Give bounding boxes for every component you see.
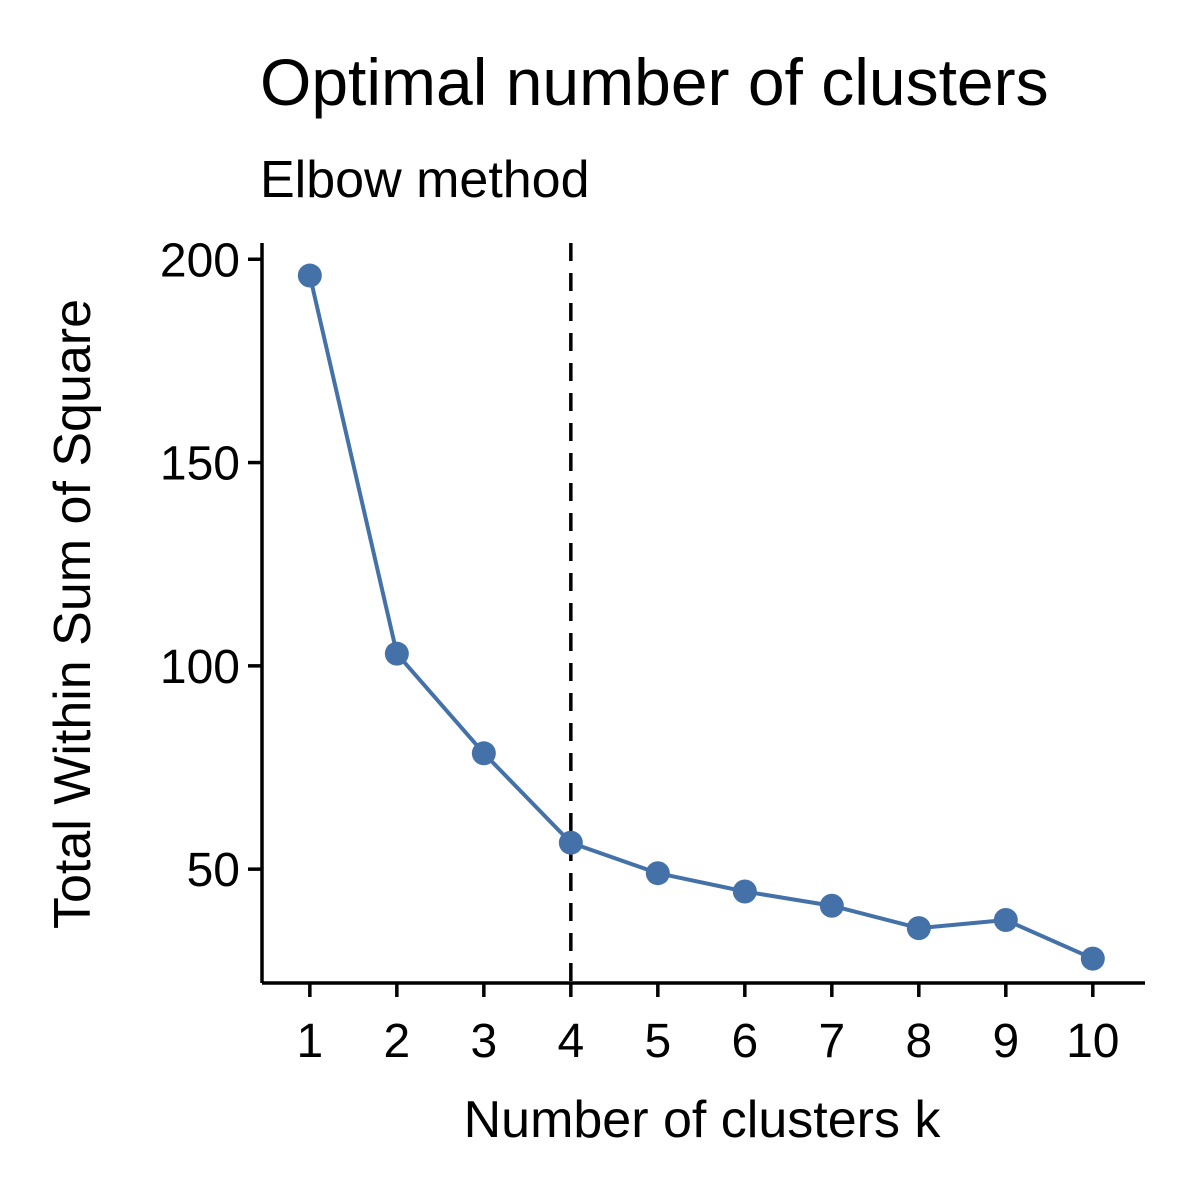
data-point [297, 263, 322, 288]
x-tick-label: 8 [905, 1015, 932, 1068]
data-point [558, 830, 583, 855]
y-axis-label: Total Within Sum of Square [44, 299, 102, 929]
data-point [471, 741, 496, 766]
data-point [906, 916, 931, 941]
x-tick-label: 5 [644, 1015, 671, 1068]
x-tick-label: 6 [731, 1015, 758, 1068]
y-tick-label: 100 [160, 641, 240, 694]
y-tick-label: 150 [160, 438, 240, 491]
x-axis-label: Number of clusters k [464, 1091, 942, 1149]
series-line [307, 275, 1094, 961]
x-tick-label: 10 [1066, 1015, 1119, 1068]
x-tick-label: 4 [557, 1015, 584, 1068]
data-point [1080, 946, 1105, 971]
data-point [645, 861, 670, 886]
y-tick-label: 50 [187, 844, 240, 897]
x-tick-label: 3 [470, 1015, 497, 1068]
data-point [993, 907, 1018, 932]
x-tick-label: 2 [383, 1015, 410, 1068]
data-point [819, 893, 844, 918]
data-point [732, 879, 757, 904]
data-point [384, 641, 409, 666]
x-tick-label: 7 [818, 1015, 845, 1068]
chart-subtitle: Elbow method [260, 151, 590, 209]
plot-area: 50 100 150 200 1 2 3 4 5 6 7 8 9 10 [160, 234, 1145, 1068]
x-tick-label: 1 [296, 1015, 323, 1068]
x-tick-label: 9 [992, 1015, 1019, 1068]
chart-title: Optimal number of clusters [260, 45, 1049, 119]
y-tick-label: 200 [160, 234, 240, 287]
